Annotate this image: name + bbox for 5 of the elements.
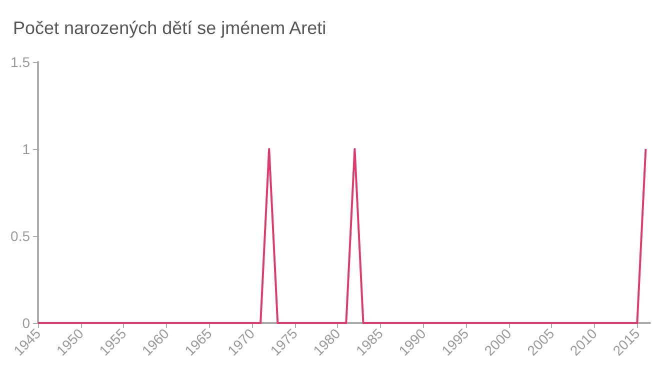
y-tick-label: 1: [22, 141, 30, 157]
chart-title: Počet narozených dětí se jménem Areti: [13, 18, 326, 38]
y-tick-label: 0.5: [10, 228, 30, 244]
y-tick-label: 0: [22, 315, 30, 331]
y-tick-label: 1.5: [10, 54, 30, 70]
